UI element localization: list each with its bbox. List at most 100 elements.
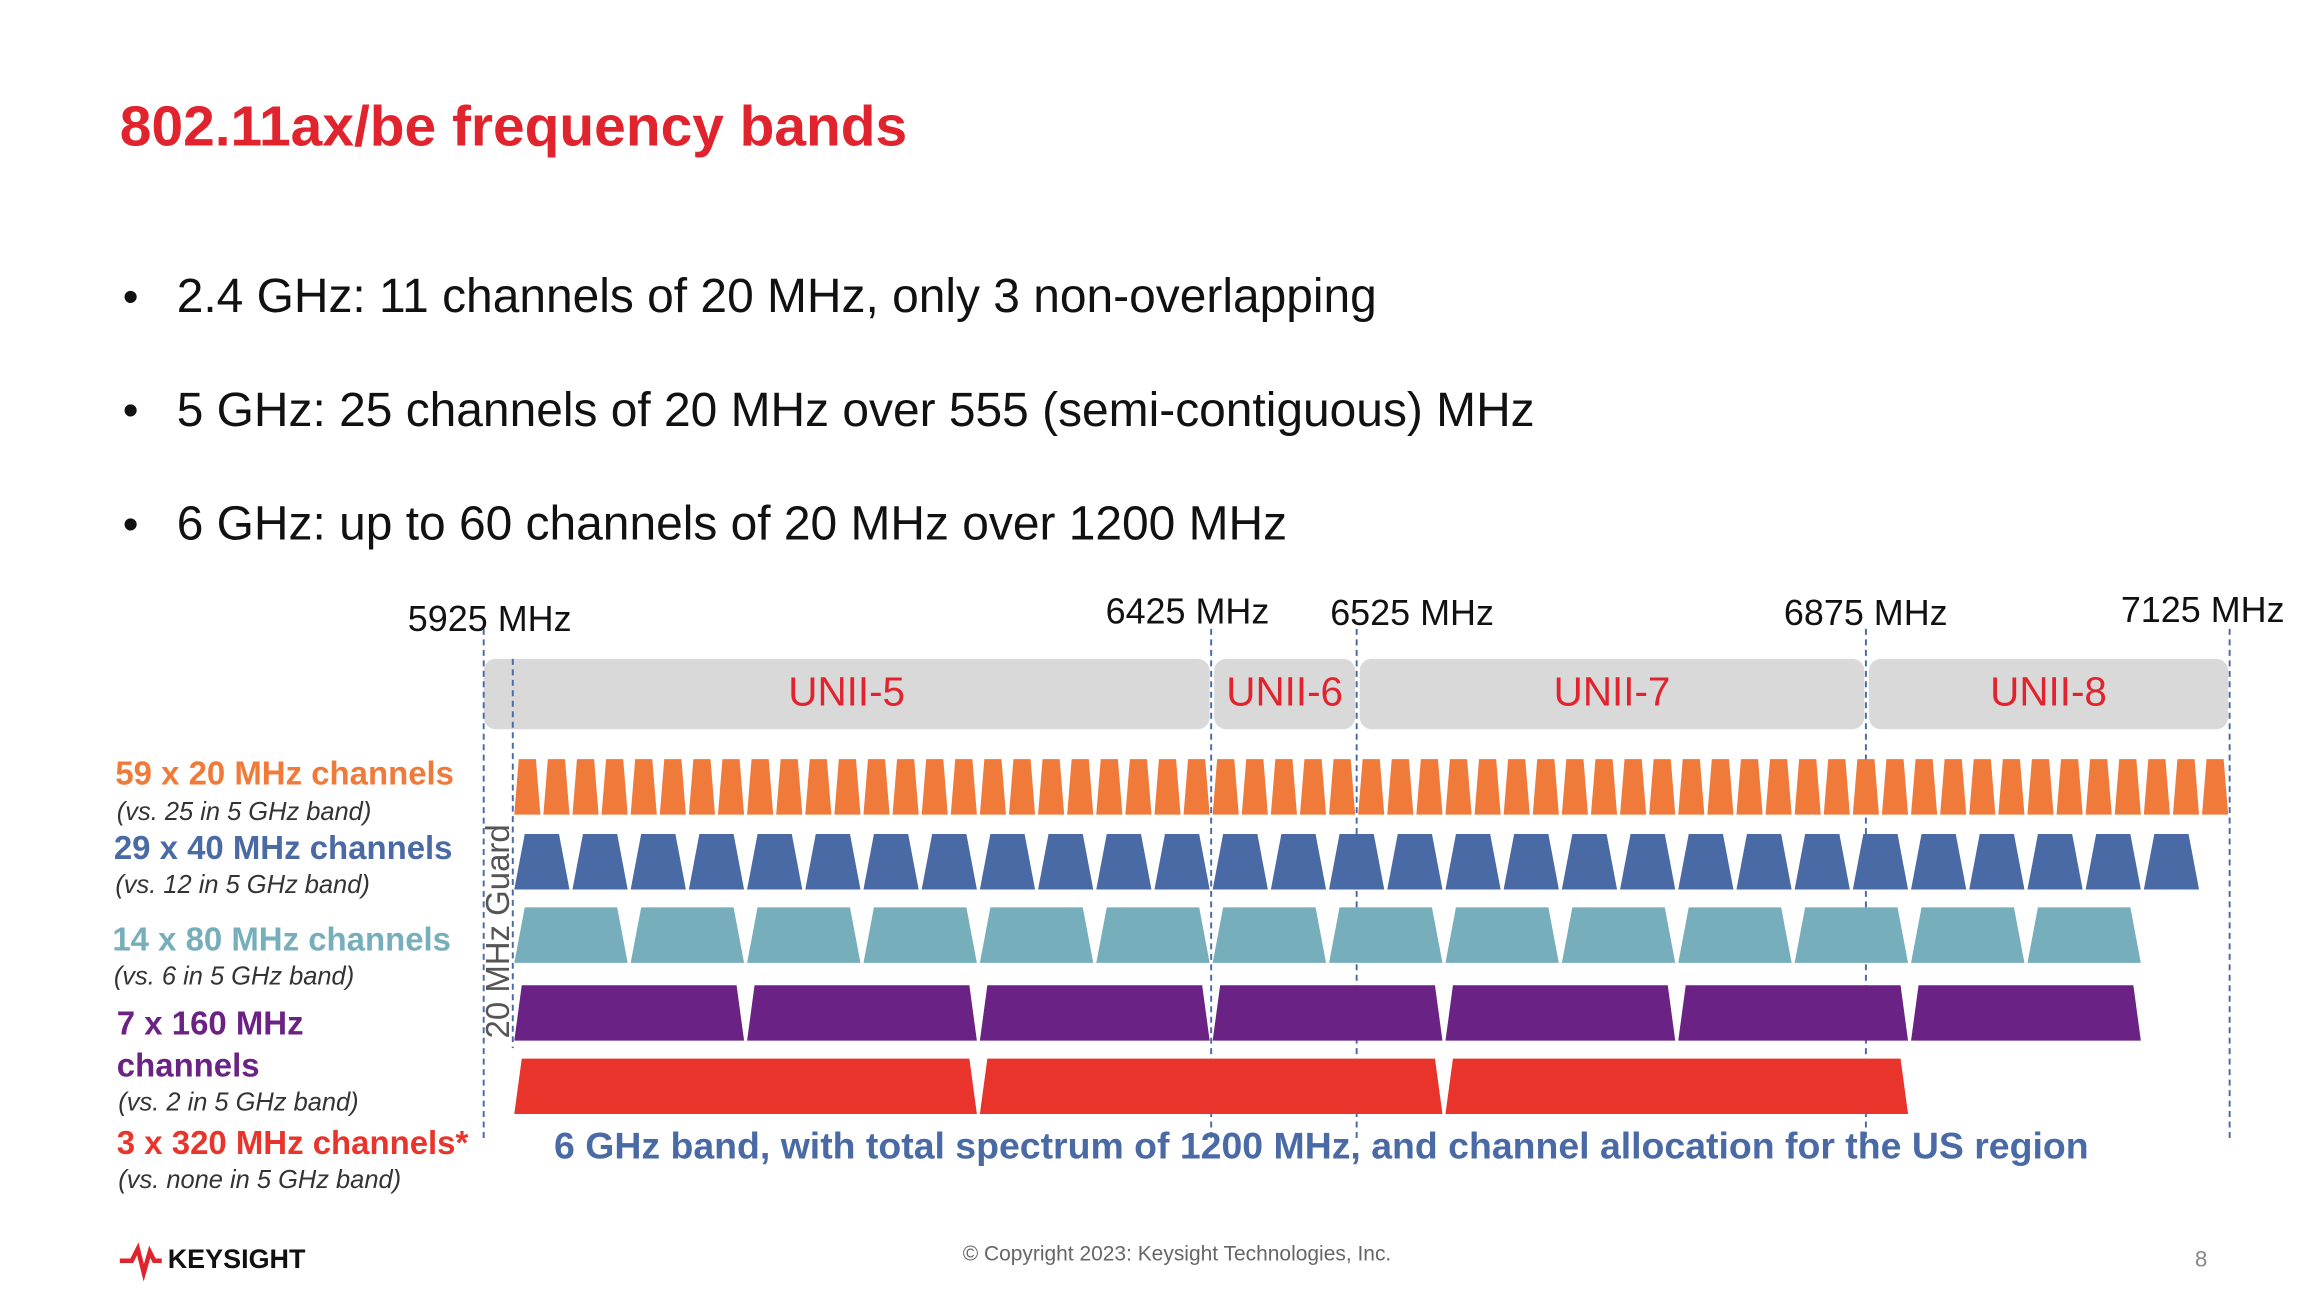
- channel: [2143, 759, 2170, 815]
- row-label: channels: [117, 1046, 260, 1083]
- band-label: UNII-5: [788, 668, 905, 714]
- channel: [601, 759, 628, 815]
- channel: [1503, 759, 1530, 815]
- channel: [1911, 759, 1938, 815]
- channel: [1765, 759, 1792, 815]
- channel: [747, 985, 977, 1041]
- channel: [1561, 907, 1676, 963]
- channel: [863, 759, 890, 815]
- channel: [747, 759, 774, 815]
- channel: [2085, 759, 2112, 815]
- channel: [1241, 759, 1268, 815]
- channel: [514, 759, 541, 815]
- channel: [1678, 985, 1909, 1041]
- row-note: (vs. 12 in 5 GHz band): [115, 871, 370, 899]
- channel: [1678, 759, 1705, 815]
- channel: [979, 759, 1006, 815]
- band-box: [1868, 658, 2229, 730]
- channel: [950, 759, 977, 815]
- channel: [2085, 834, 2141, 890]
- channel: [892, 759, 919, 815]
- channel: [1911, 907, 2025, 963]
- channel: [1911, 985, 2141, 1041]
- copyright: © Copyright 2023: Keysight Technologies,…: [963, 1242, 1392, 1265]
- channel: [1445, 759, 1472, 815]
- channel: [1008, 759, 1036, 815]
- channel: [2172, 759, 2200, 815]
- channel: [1445, 985, 1676, 1041]
- marker-label: 7125 MHz: [2121, 589, 2285, 630]
- row-note: (vs. 25 in 5 GHz band): [117, 798, 372, 826]
- channel: [863, 834, 919, 890]
- channel: [1736, 834, 1792, 890]
- band-box: [1214, 658, 1356, 730]
- channel: [1416, 759, 1443, 815]
- channel: [1212, 834, 1268, 890]
- channel: [979, 834, 1036, 890]
- channel: [514, 985, 745, 1041]
- channel: [921, 834, 977, 890]
- bullet-dot: •: [123, 270, 139, 321]
- band-box: [1359, 658, 1865, 730]
- channel: [717, 759, 745, 815]
- channel: [1154, 834, 1210, 890]
- channel: [921, 759, 948, 815]
- channel: [514, 834, 570, 890]
- channel: [1678, 834, 1734, 890]
- channel: [630, 907, 745, 963]
- channel: [863, 907, 977, 963]
- channel: [1270, 834, 1327, 890]
- bullet-text: 5 GHz: 25 channels of 20 MHz over 555 (s…: [177, 384, 1535, 437]
- channel: [1212, 907, 1327, 963]
- row-label: 59 x 20 MHz channels: [115, 754, 454, 791]
- channel: [1299, 759, 1327, 815]
- channel: [1649, 759, 1676, 815]
- bullet-text: 6 GHz: up to 60 channels of 20 MHz over …: [177, 498, 1287, 551]
- channel: [2114, 759, 2141, 815]
- channel: [1561, 759, 1588, 815]
- channel: [688, 759, 715, 815]
- channel: [1387, 834, 1443, 890]
- band-label: UNII-8: [1990, 668, 2107, 714]
- channel: [1445, 907, 1559, 963]
- channel: [1794, 834, 1850, 890]
- channel: [1998, 759, 2025, 815]
- band-label: UNII-6: [1226, 668, 1343, 714]
- row-label: 14 x 80 MHz channels: [112, 921, 451, 958]
- channel: [979, 907, 1094, 963]
- band-diagram: UNII-5 UNII-6 UNII-7 UNII-8 5925 MHz 6425 MHz…: [112, 589, 2284, 1194]
- marker-label: 6525 MHz: [1330, 592, 1494, 633]
- channel: [1445, 834, 1501, 890]
- row-label: 29 x 40 MHz channels: [114, 829, 453, 866]
- channel: [1067, 759, 1094, 815]
- channel: [572, 759, 599, 815]
- channel: [1038, 834, 1094, 890]
- channel: [1881, 759, 1909, 815]
- channel: [2027, 907, 2141, 963]
- channel: [1096, 834, 1152, 890]
- channel: [630, 834, 686, 890]
- channel: [1358, 759, 1385, 815]
- page-number: 8: [2195, 1247, 2208, 1272]
- channel: [1125, 759, 1152, 815]
- channel: [1736, 759, 1763, 815]
- channel: [805, 834, 861, 890]
- channel: [543, 759, 570, 815]
- channel: [1852, 759, 1879, 815]
- channel: [1154, 759, 1181, 815]
- channel: [1620, 834, 1676, 890]
- row-note: (vs. 2 in 5 GHz band): [118, 1088, 358, 1116]
- channel: [1329, 759, 1356, 815]
- channel: [688, 834, 745, 890]
- row-label: 7 x 160 MHz: [117, 1004, 304, 1041]
- channel: [1794, 907, 1909, 963]
- channel: [1940, 759, 1967, 815]
- channel: [1620, 759, 1647, 815]
- channel: [514, 907, 628, 963]
- channel: [1474, 759, 1501, 815]
- channel: [2143, 834, 2200, 890]
- marker-label: 6425 MHz: [1106, 590, 1270, 631]
- channel: [979, 1058, 1443, 1115]
- channel: [747, 907, 861, 963]
- channel: [1852, 834, 1909, 890]
